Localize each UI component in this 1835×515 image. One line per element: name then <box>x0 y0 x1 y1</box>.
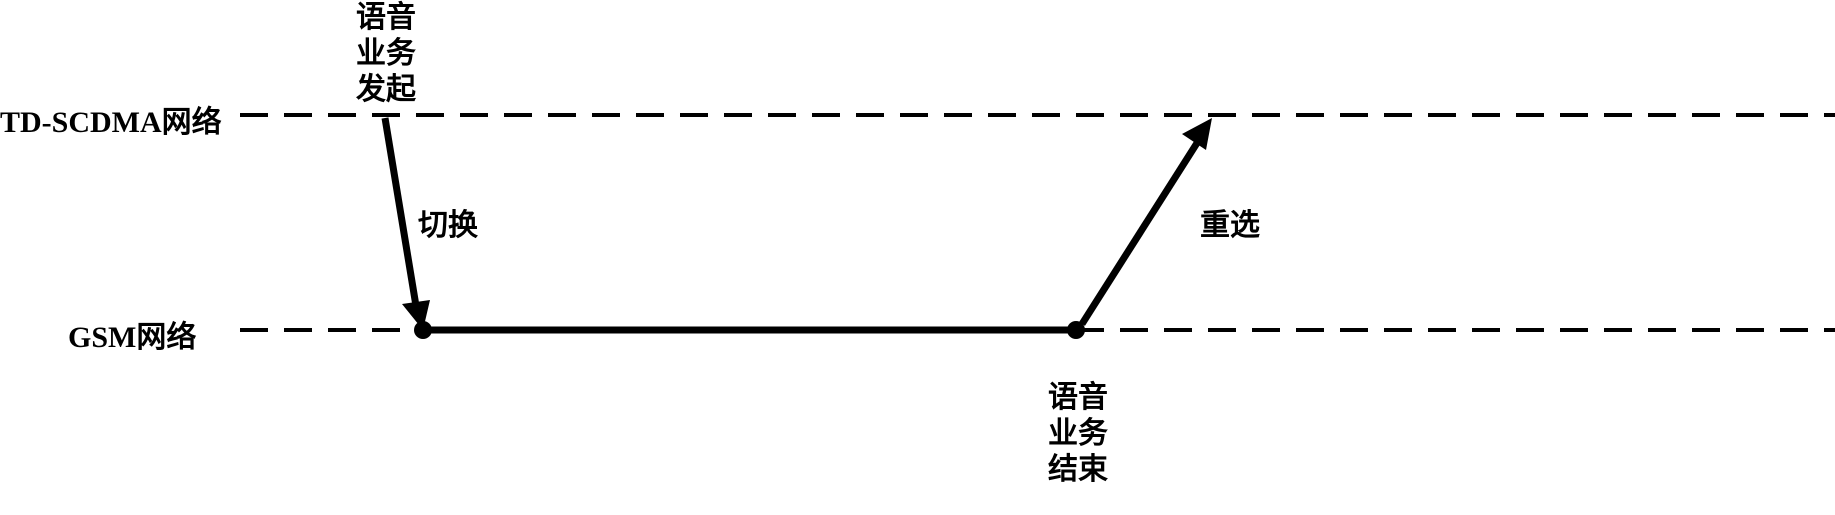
handover-arrow-line <box>385 118 418 318</box>
voice-start-label: 语音 业务 发起 <box>356 0 416 108</box>
diagram-svg <box>0 0 1835 515</box>
voice-end-line-3: 结束 <box>1048 452 1108 488</box>
gsm-label: GSM网络 <box>68 312 196 356</box>
node-voice-end <box>1067 321 1085 339</box>
node-voice-start <box>414 321 432 339</box>
voice-end-line-1: 语音 <box>1048 380 1108 416</box>
voice-end-label: 语音 业务 结束 <box>1048 380 1108 488</box>
voice-start-line-3: 发起 <box>356 72 416 108</box>
voice-start-line-1: 语音 <box>356 0 416 36</box>
handover-label: 切换 <box>418 200 478 244</box>
voice-start-line-2: 业务 <box>356 36 416 72</box>
reselect-label: 重选 <box>1200 200 1260 244</box>
td-scdma-label: TD-SCDMA网络 <box>0 97 222 141</box>
diagram-stage: TD-SCDMA网络 GSM网络 语音 业务 发起 语音 业务 结束 切换 重选 <box>0 0 1835 515</box>
voice-end-line-2: 业务 <box>1048 416 1108 452</box>
reselect-arrow-line <box>1082 132 1204 324</box>
